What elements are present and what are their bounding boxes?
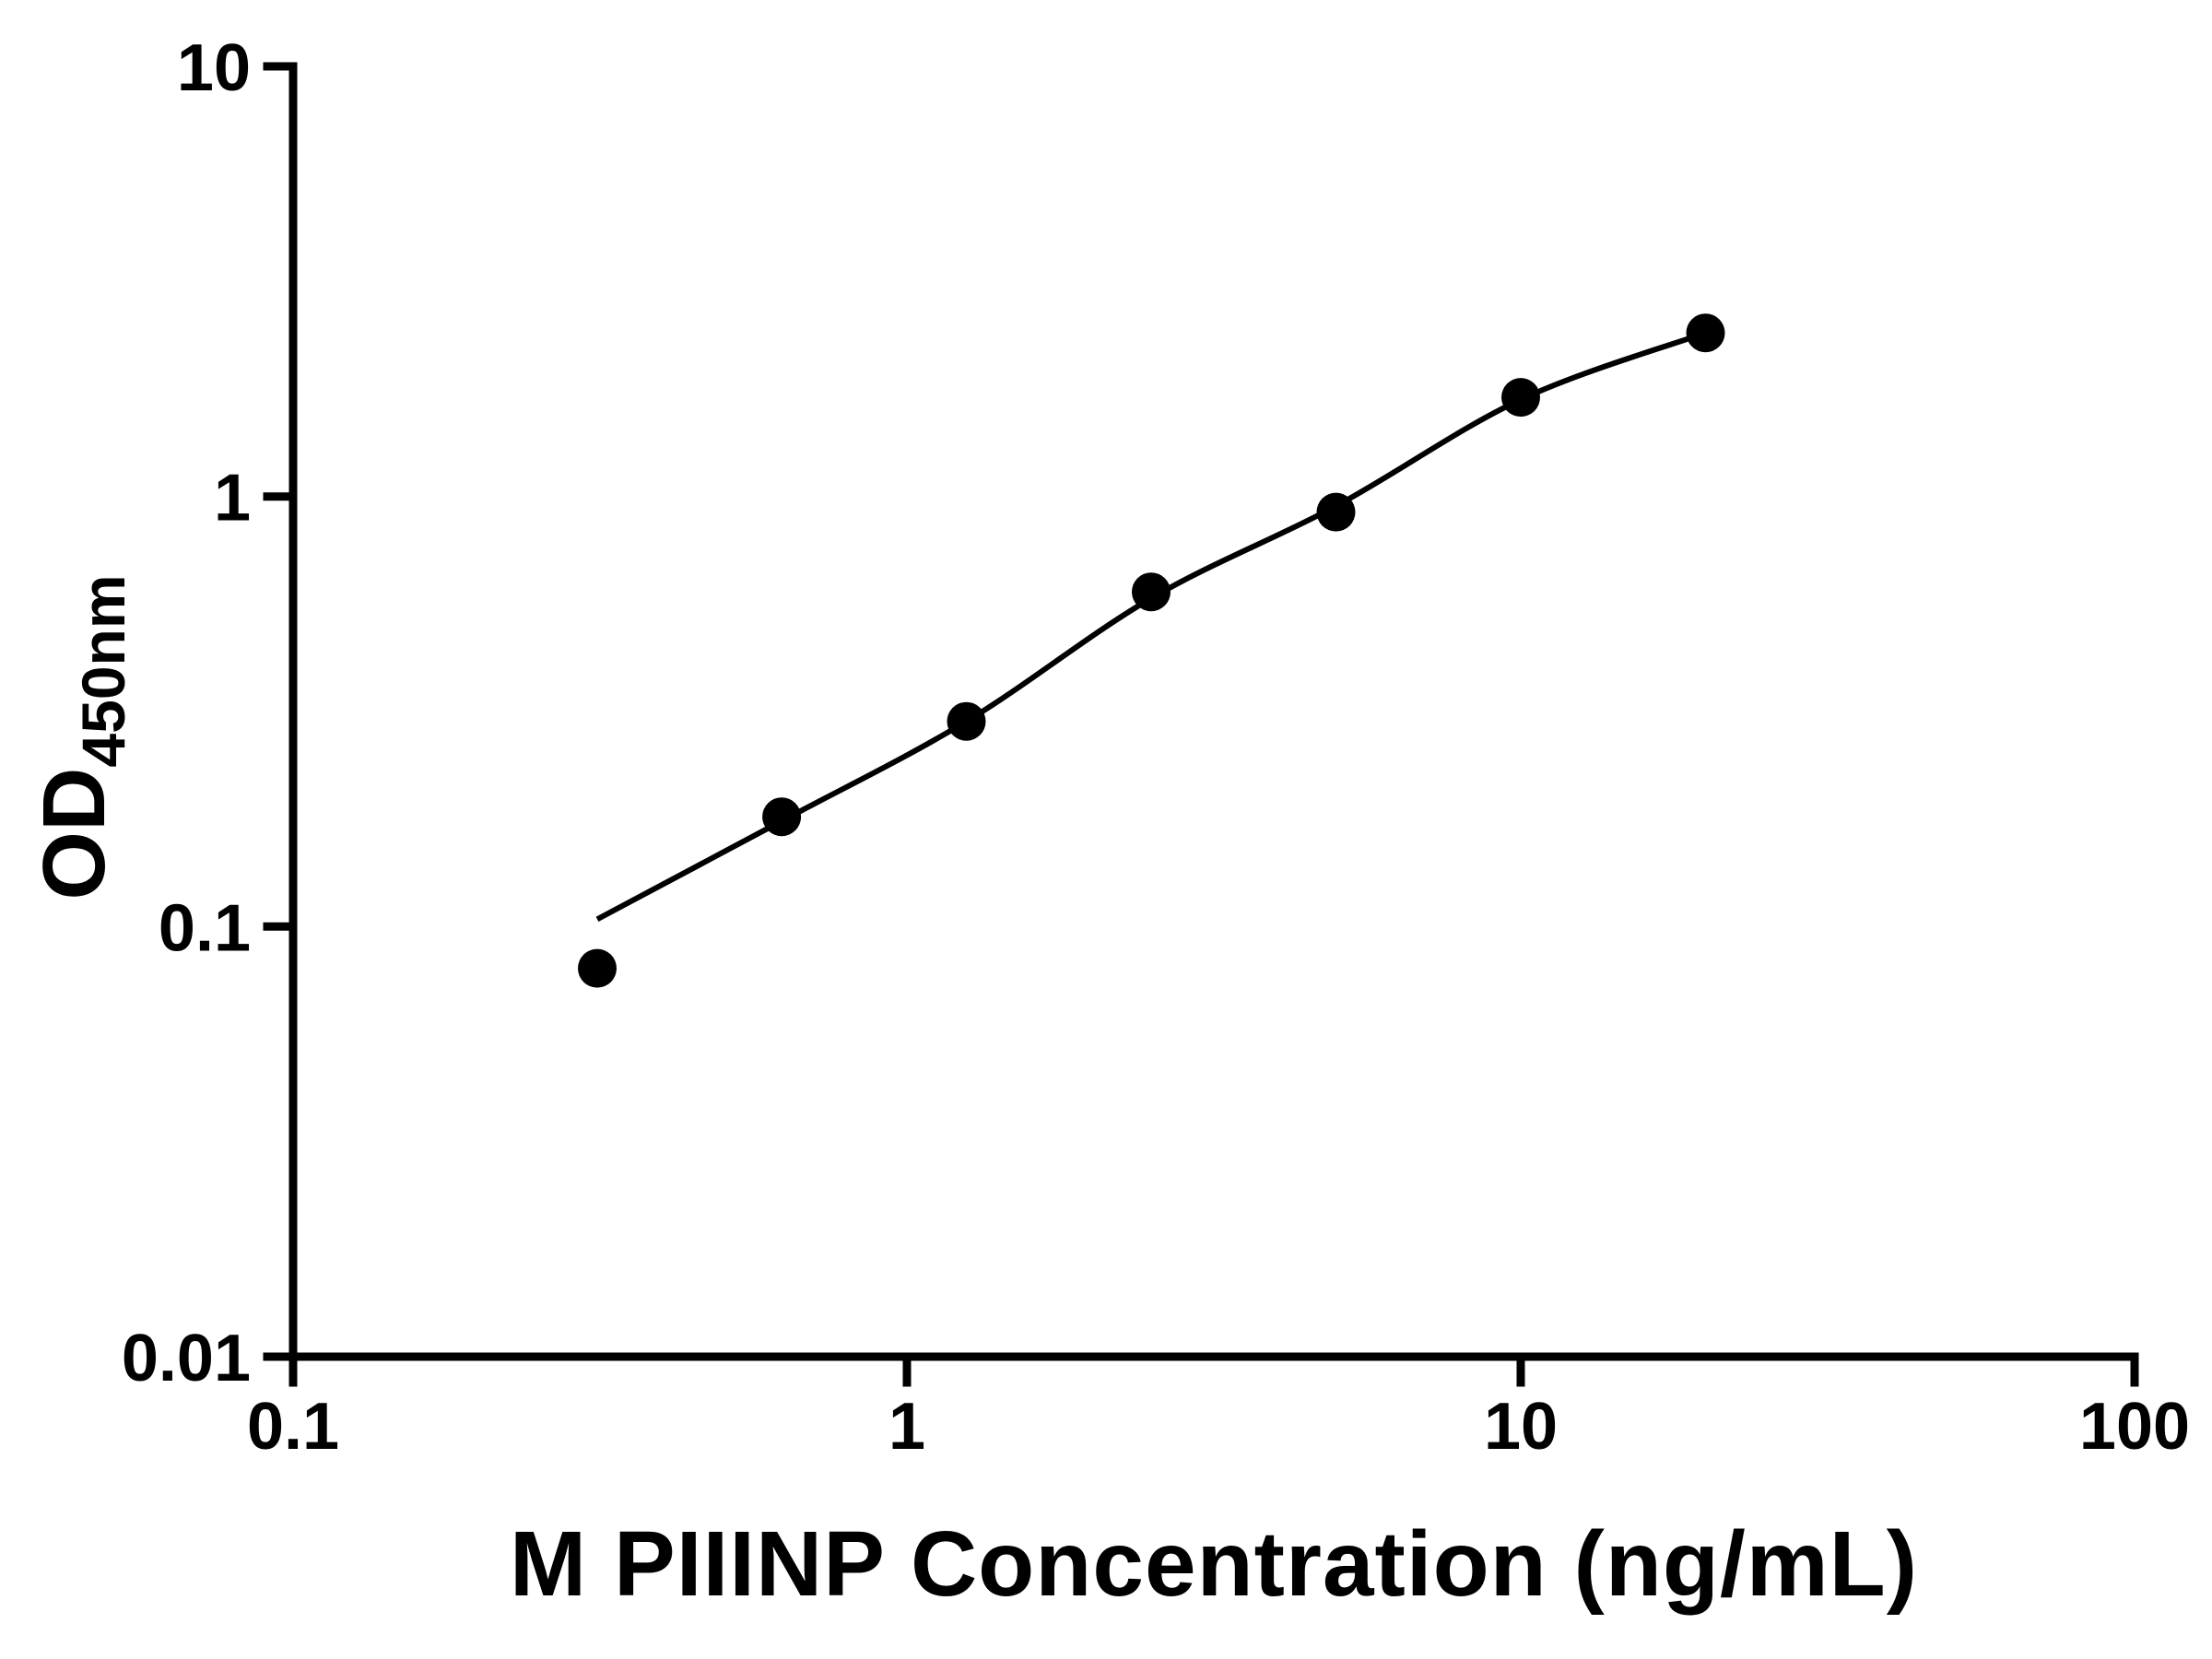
data-point (1501, 378, 1540, 418)
y-tick-label: 0.01 (122, 1322, 251, 1395)
x-tick-label: 0.1 (247, 1390, 339, 1464)
data-point (1132, 572, 1171, 612)
data-point (1686, 313, 1725, 353)
y-axis-title: OD450nm (24, 574, 138, 900)
x-tick-label: 100 (2079, 1390, 2190, 1464)
data-point (578, 948, 617, 988)
axes (288, 62, 2139, 1361)
x-tick-label: 10 (1484, 1390, 1558, 1464)
data-point (762, 797, 802, 837)
y-axis-title-main: OD (25, 767, 124, 900)
data-point (1316, 492, 1356, 532)
y-tick-label: 1 (214, 462, 251, 535)
y-tick-label: 0.1 (159, 891, 251, 965)
x-axis-title: M PIIINP Concentration (ng/mL) (509, 1512, 1919, 1616)
data-point (947, 701, 986, 741)
y-axis-title-subscript: 450nm (69, 574, 137, 768)
y-tick-label: 10 (177, 31, 251, 105)
fit-curve (595, 330, 1707, 923)
x-tick-label: 1 (888, 1390, 925, 1464)
